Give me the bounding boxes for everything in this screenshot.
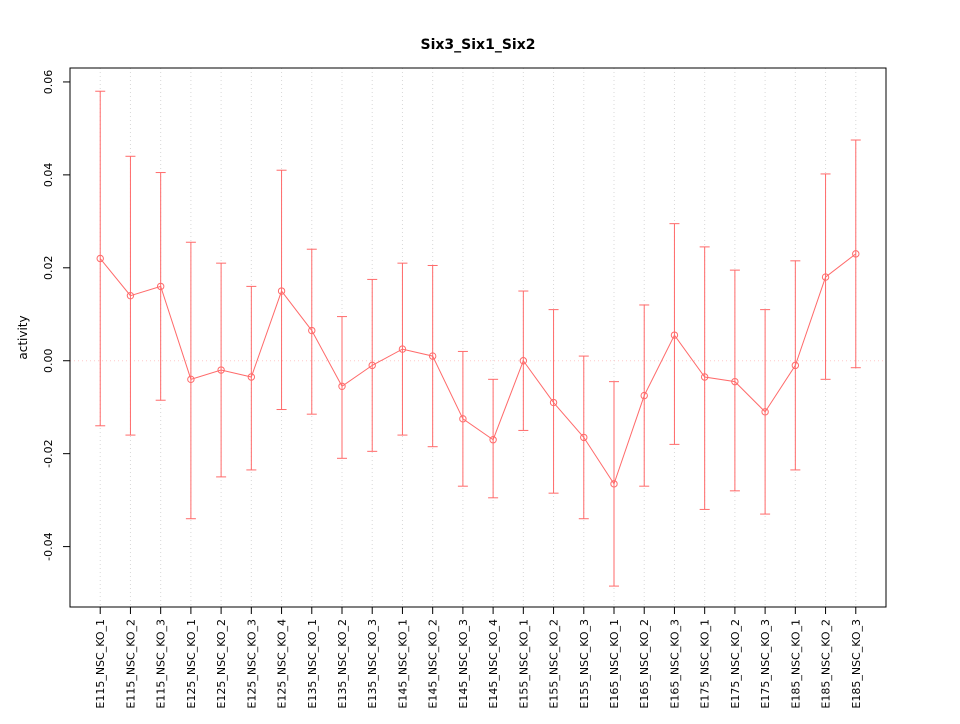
y-axis-label: activity — [16, 315, 30, 359]
data-point — [217, 366, 225, 374]
plot-border — [69, 67, 887, 608]
x-tick-label: E185_NSC_KO_2 — [820, 619, 833, 709]
x-tick-label: E115_NSC_KO_1 — [94, 619, 107, 709]
data-point — [640, 391, 648, 400]
data-point — [791, 361, 800, 370]
x-tick-label: E145_NSC_KO_1 — [396, 619, 409, 709]
x-tick-label: E175_NSC_KO_1 — [699, 619, 712, 709]
series-activity — [95, 90, 861, 587]
x-tick-label: E115_NSC_KO_3 — [155, 619, 168, 709]
data-point — [368, 361, 376, 370]
data-point — [398, 345, 407, 353]
data-point — [126, 291, 135, 300]
x-tick-label: E155_NSC_KO_2 — [548, 619, 561, 709]
x-tick-label: E125_NSC_KO_1 — [185, 619, 198, 709]
x-tick-label: E165_NSC_KO_3 — [668, 619, 681, 709]
data-point — [308, 326, 316, 335]
x-tick-label: E135_NSC_KO_3 — [366, 619, 379, 709]
data-point — [459, 415, 467, 423]
data-point — [187, 375, 195, 384]
data-point — [519, 357, 528, 365]
data-point — [247, 373, 256, 381]
data-point — [96, 254, 104, 263]
x-tick-label: E185_NSC_KO_1 — [789, 619, 802, 709]
data-point — [338, 382, 346, 390]
x-tick-label: E125_NSC_KO_3 — [245, 619, 258, 709]
data-point — [277, 287, 286, 295]
y-axis: -0.04 -0.02 0.00 0.02 0.04 0.06 — [42, 70, 70, 561]
x-tick-label: E135_NSC_KO_2 — [336, 619, 349, 709]
data-point — [821, 273, 830, 281]
x-tick-label: E125_NSC_KO_2 — [215, 619, 228, 709]
gridlines — [99, 68, 857, 607]
x-tick-label: E125_NSC_KO_4 — [276, 619, 289, 709]
y-tick-label: -0.04 — [42, 532, 55, 560]
data-point — [610, 480, 618, 488]
x-tick-label: E145_NSC_KO_2 — [427, 619, 440, 709]
y-tick-label: 0.04 — [42, 163, 55, 188]
x-tick-label: E155_NSC_KO_1 — [517, 619, 530, 709]
x-axis: E115_NSC_KO_1 E115_NSC_KO_2 E115_NSC_KO_3 E… — [94, 607, 863, 709]
data-point — [489, 436, 497, 444]
chart-title: Six3_Six1_Six2 — [421, 37, 536, 53]
y-tick-label: -0.02 — [42, 439, 55, 467]
data-point — [580, 433, 588, 442]
x-tick-label: E135_NSC_KO_1 — [306, 619, 319, 709]
y-tick-label: 0.06 — [42, 70, 55, 95]
data-point — [852, 250, 860, 258]
data-point — [761, 408, 769, 416]
series-line — [99, 253, 857, 485]
x-tick-label: E175_NSC_KO_2 — [729, 619, 742, 709]
x-tick-label: E155_NSC_KO_3 — [578, 619, 591, 709]
x-tick-label: E175_NSC_KO_3 — [759, 619, 772, 709]
y-tick-label: 0.02 — [42, 256, 55, 281]
data-point — [156, 282, 165, 291]
x-tick-label: E165_NSC_KO_1 — [608, 619, 621, 709]
data-point — [670, 331, 679, 339]
data-point — [700, 373, 709, 381]
x-tick-label: E145_NSC_KO_3 — [457, 619, 470, 709]
x-tick-label: E185_NSC_KO_3 — [850, 619, 863, 709]
data-point — [549, 398, 558, 407]
x-tick-label: E145_NSC_KO_4 — [487, 619, 500, 709]
data-point — [731, 377, 739, 386]
data-point — [428, 352, 437, 360]
x-tick-label: E165_NSC_KO_2 — [638, 619, 651, 709]
y-tick-label: 0.00 — [42, 348, 55, 373]
x-tick-label: E115_NSC_KO_2 — [124, 619, 137, 709]
